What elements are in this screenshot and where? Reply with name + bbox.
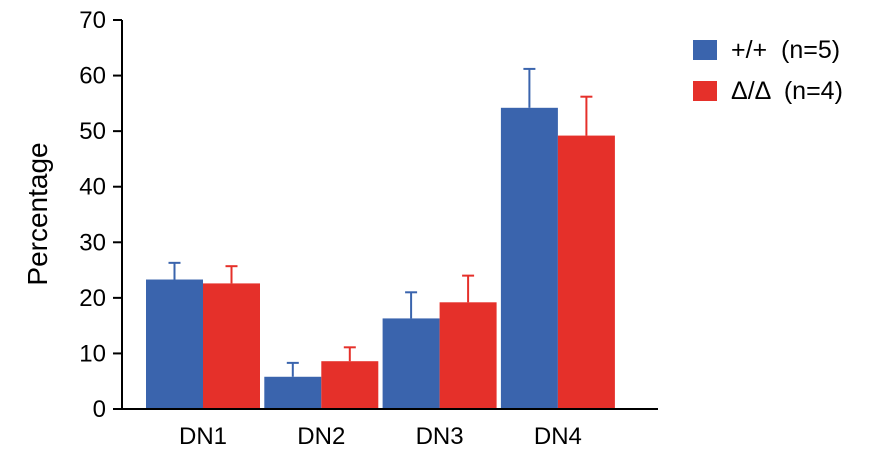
legend-label-series-1: +/+ (n=5): [731, 36, 840, 64]
y-tick-label-0: 0: [93, 396, 106, 423]
legend-swatch-series-2: [693, 81, 717, 101]
axes-group: [113, 19, 658, 410]
legend-swatch-series-1: [693, 40, 717, 60]
error-bars-group: [168, 67, 593, 377]
bar-dn4-series-2: [557, 135, 615, 410]
legend: +/+ (n=5) Δ/Δ (n=4): [693, 36, 843, 105]
bar-dn4-series-1: [500, 107, 558, 409]
y-tick-labels: 0 10 20 30 40 50 60 70: [79, 7, 106, 423]
bar-dn1-series-2: [203, 283, 260, 409]
y-tick-label-60: 60: [79, 63, 106, 90]
bar-dn3-series-2: [439, 302, 497, 409]
bar-dn2-series-2: [321, 361, 379, 409]
y-axis-title: Percentage: [22, 142, 53, 285]
y-tick-label-10: 10: [79, 340, 106, 367]
x-tick-labels: DN1 DN2 DN3 DN4: [179, 423, 582, 450]
y-tick-label-20: 20: [79, 285, 106, 312]
y-tick-label-30: 30: [79, 229, 106, 256]
x-tick-label-dn2: DN2: [297, 423, 345, 450]
y-tick-label-70: 70: [79, 7, 106, 34]
y-tick-label-40: 40: [79, 174, 106, 201]
y-tick-label-50: 50: [79, 118, 106, 145]
x-tick-label-dn4: DN4: [534, 423, 582, 450]
x-tick-label-dn1: DN1: [179, 423, 227, 450]
legend-label-series-2: Δ/Δ (n=4): [731, 77, 843, 105]
x-tick-label-dn3: DN3: [416, 423, 464, 450]
bar-dn2-series-1: [264, 376, 322, 409]
bar-dn1-series-1: [146, 279, 203, 409]
bar-dn3-series-1: [382, 318, 440, 409]
bars-group: [146, 107, 615, 410]
